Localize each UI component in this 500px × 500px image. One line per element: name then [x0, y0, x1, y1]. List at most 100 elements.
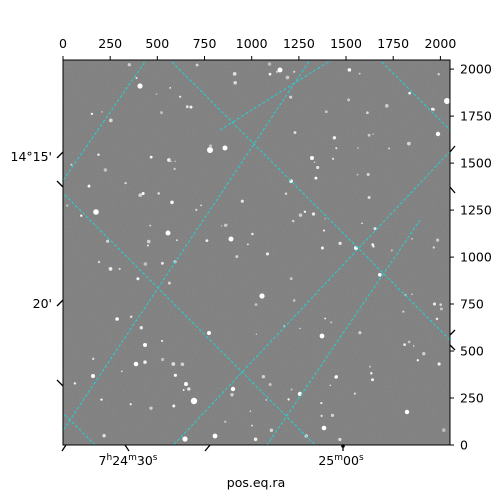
- star: [353, 392, 357, 395]
- star: [222, 145, 228, 151]
- star: [332, 136, 337, 140]
- grid-line: [169, 60, 450, 341]
- star: [390, 249, 393, 252]
- star: [338, 437, 342, 442]
- star: [250, 424, 253, 427]
- star: [73, 382, 77, 385]
- star: [371, 243, 375, 246]
- star: [313, 161, 316, 164]
- star: [255, 333, 258, 335]
- star: [293, 70, 296, 73]
- star: [178, 95, 182, 98]
- star: [91, 357, 95, 361]
- top-tick-label: 1250: [283, 36, 315, 51]
- star: [103, 168, 108, 172]
- star: [124, 181, 127, 185]
- star: [157, 192, 160, 195]
- star: [155, 93, 158, 95]
- star: [228, 236, 234, 242]
- sky-image: [63, 60, 450, 445]
- star: [321, 425, 327, 431]
- star: [416, 359, 419, 362]
- star: [320, 402, 323, 405]
- dec-tick: [56, 151, 64, 159]
- star: [173, 167, 176, 171]
- star: [435, 131, 441, 137]
- star: [182, 436, 188, 442]
- star: [143, 343, 147, 347]
- star: [287, 398, 290, 401]
- star: [172, 404, 176, 408]
- star: [184, 382, 188, 386]
- ra-tick: [124, 444, 130, 452]
- star: [171, 362, 176, 366]
- star: [277, 67, 283, 73]
- right-edge-ticks: [449, 145, 456, 351]
- star: [233, 80, 238, 85]
- star: [87, 184, 91, 188]
- star: [265, 399, 268, 401]
- star: [366, 111, 369, 115]
- ra-axis: 7h24m30s 25m00s: [61, 444, 364, 468]
- star: [195, 208, 198, 212]
- star: [160, 261, 164, 265]
- star: [372, 133, 374, 135]
- star: [129, 403, 132, 406]
- edge-tick: [449, 145, 456, 153]
- right-tick-label: 2000: [460, 62, 492, 77]
- star: [90, 112, 93, 115]
- star: [311, 212, 316, 216]
- star: [254, 303, 258, 306]
- star: [437, 73, 440, 76]
- stars-layer: [66, 62, 450, 442]
- dec-tick-label: 14°15': [11, 149, 53, 164]
- star: [407, 340, 411, 344]
- star: [292, 299, 296, 302]
- star: [289, 95, 293, 99]
- star: [269, 428, 274, 433]
- dec-tick-label: 20': [33, 296, 52, 311]
- star: [334, 375, 338, 379]
- star: [299, 327, 301, 330]
- star: [411, 238, 413, 240]
- star: [136, 277, 140, 281]
- right-tick-label: 1500: [460, 156, 492, 171]
- star: [167, 158, 171, 162]
- star: [167, 281, 171, 285]
- star: [100, 398, 103, 401]
- top-tick-label: 750: [193, 36, 217, 51]
- star: [207, 147, 213, 153]
- star: [435, 317, 439, 321]
- star: [422, 352, 426, 356]
- star: [330, 413, 335, 418]
- star: [261, 375, 266, 379]
- star: [149, 155, 153, 159]
- star: [314, 176, 318, 180]
- right-tick-label: 1750: [460, 109, 492, 124]
- star: [361, 222, 363, 224]
- star: [189, 105, 193, 109]
- star: [108, 118, 113, 123]
- top-tick-label: 0: [59, 36, 67, 51]
- star: [439, 307, 443, 311]
- star: [180, 362, 185, 367]
- star: [232, 72, 237, 76]
- star: [147, 244, 149, 247]
- star: [412, 345, 415, 347]
- star: [284, 192, 288, 195]
- top-tick-label: 250: [98, 36, 122, 51]
- star: [129, 315, 133, 319]
- star: [444, 98, 450, 104]
- star: [91, 374, 95, 378]
- star: [160, 111, 163, 115]
- grid-line: [172, 150, 450, 445]
- star: [230, 386, 236, 392]
- star: [404, 409, 410, 415]
- star: [143, 360, 147, 364]
- ra-tick-label-1: 7h24m30s: [99, 453, 158, 468]
- star: [330, 321, 333, 324]
- grid-line: [63, 192, 316, 445]
- star: [437, 362, 441, 366]
- star: [408, 91, 411, 95]
